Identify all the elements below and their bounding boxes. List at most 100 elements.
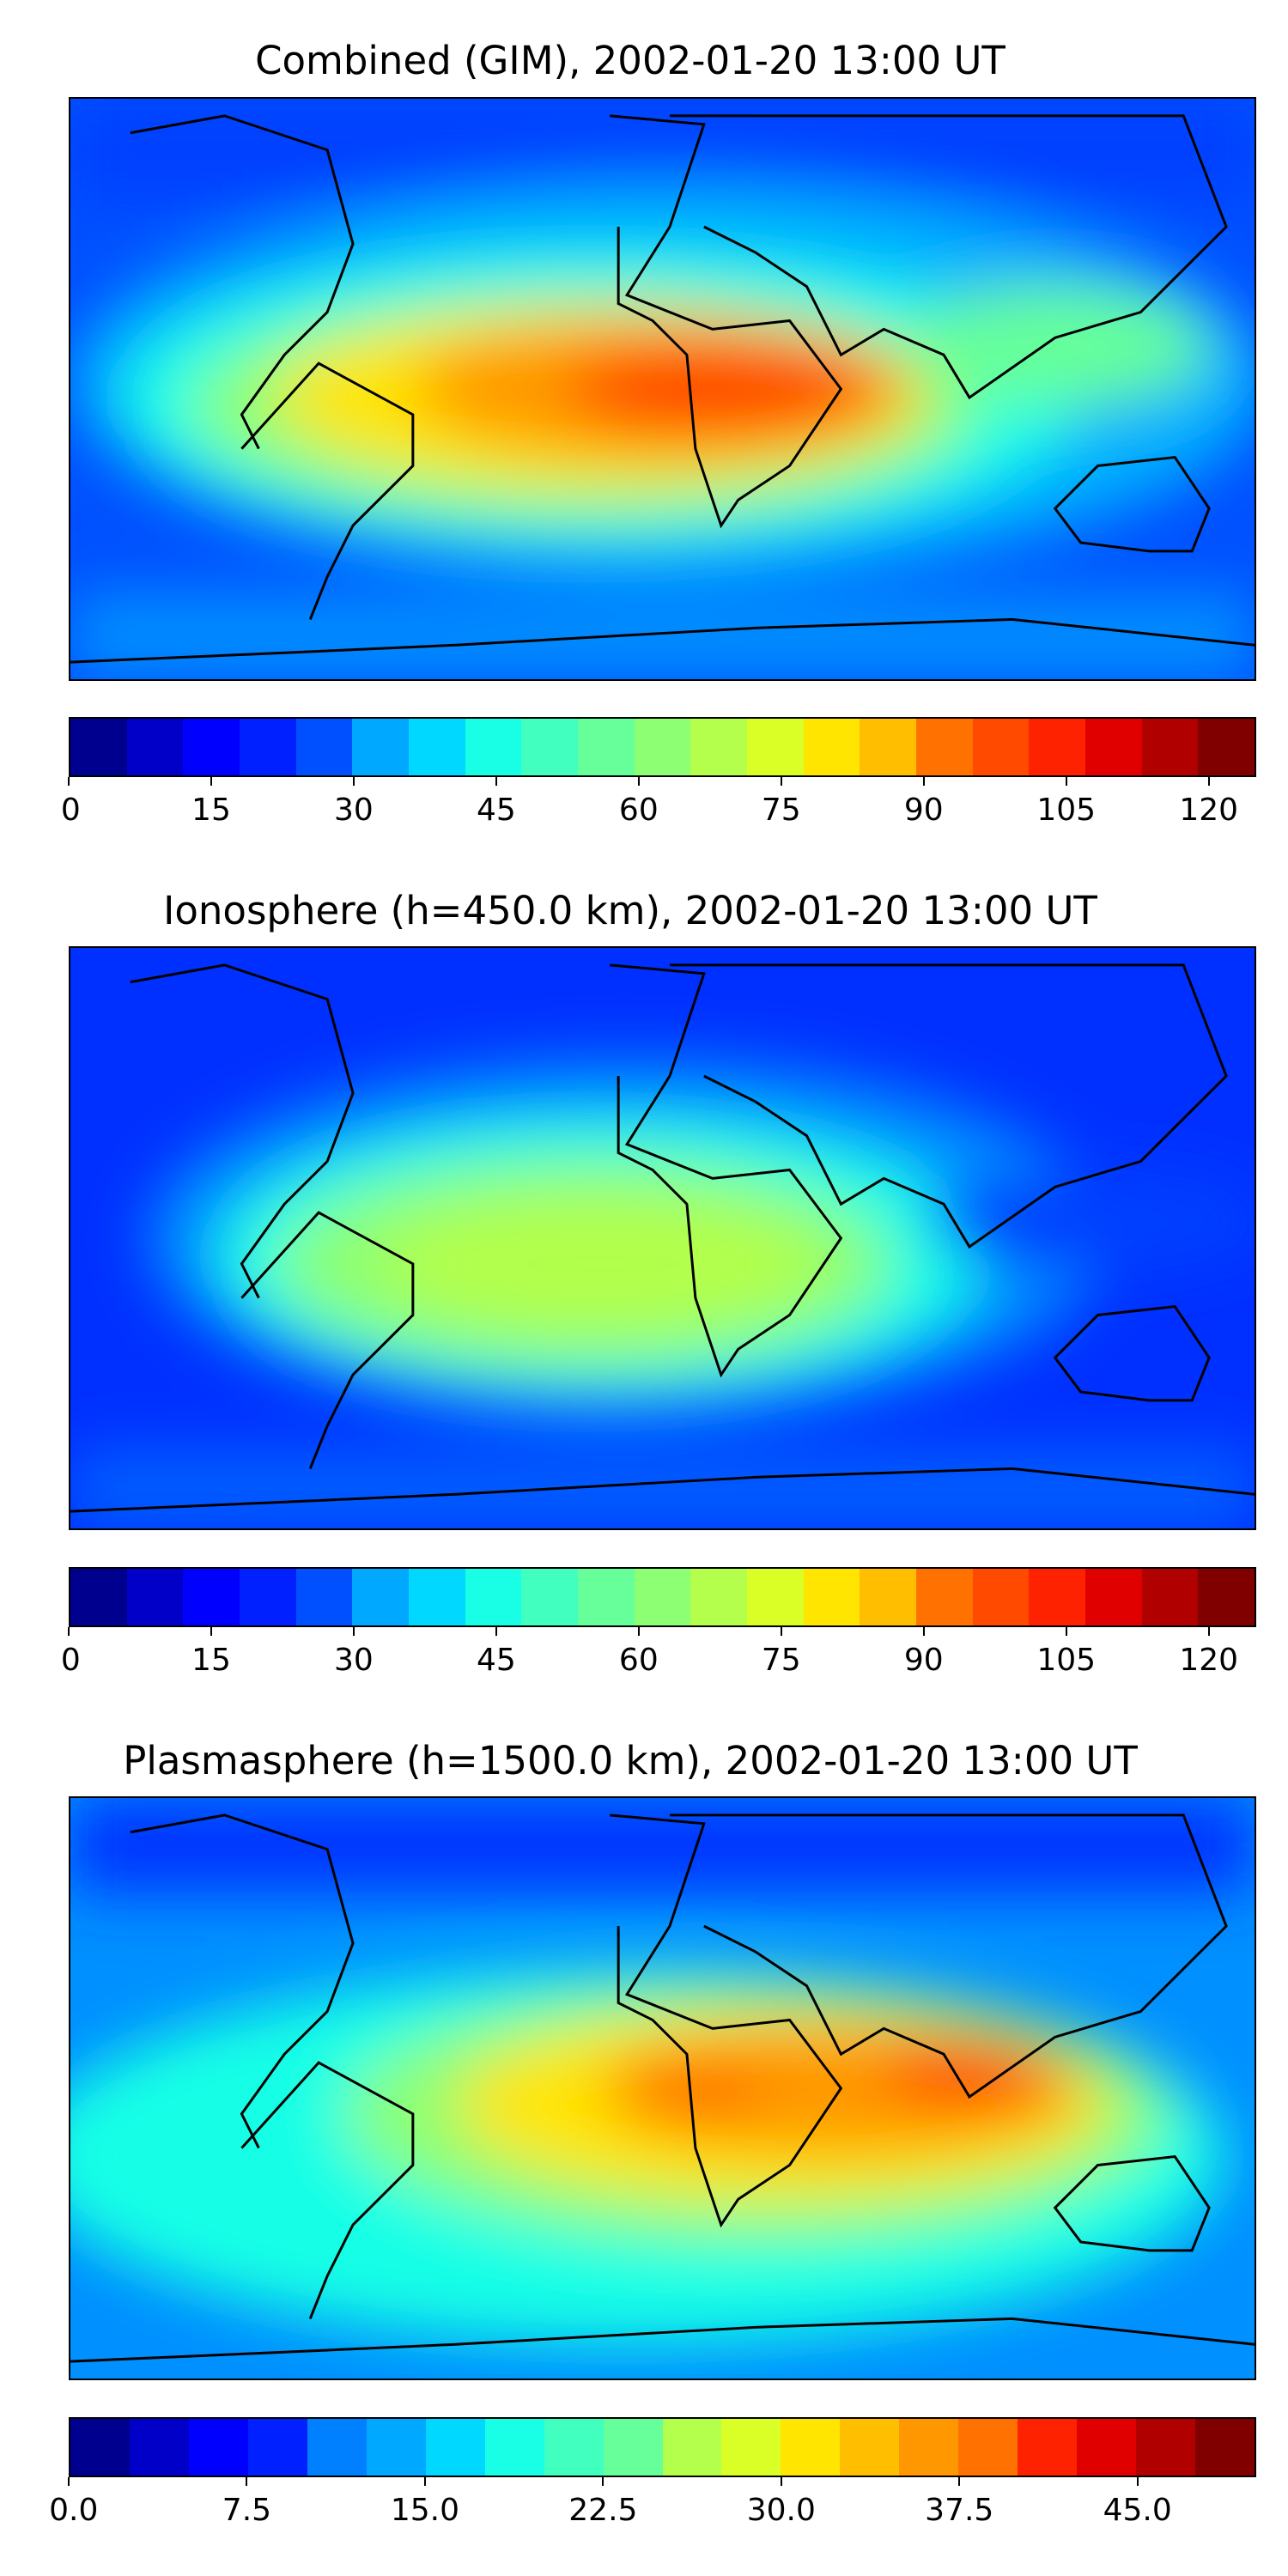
colorbar-segment bbox=[126, 719, 184, 775]
colorbar-tick bbox=[780, 1627, 782, 1636]
colorbar-segment bbox=[972, 719, 1030, 775]
coastlines bbox=[70, 963, 1255, 1513]
colorbar-segment bbox=[1085, 1569, 1142, 1625]
colorbar-tick bbox=[1065, 777, 1067, 786]
colorbar-segment bbox=[70, 1569, 127, 1625]
colorbar-segment bbox=[307, 2419, 367, 2476]
colorbar-tick bbox=[352, 1627, 355, 1636]
colorbar-segment bbox=[240, 1569, 296, 1625]
colorbar-segment bbox=[129, 2419, 189, 2476]
colorbar-combined bbox=[69, 717, 1256, 777]
colorbar-segment bbox=[958, 2419, 1018, 2476]
colorbar-tick bbox=[495, 777, 497, 786]
colorbar-segment bbox=[70, 719, 127, 775]
colorbar-tick-label: 22.5 bbox=[568, 2493, 638, 2528]
colorbar-tick-label: 0.0 bbox=[49, 2493, 99, 2528]
colorbar-ionosphere bbox=[69, 1567, 1256, 1627]
colorbar-segment bbox=[916, 719, 973, 775]
colorbar-segment bbox=[183, 1569, 240, 1625]
colorbar-ticks-plasmasphere: 0.0 7.5 15.0 22.5 30.0 37.5 45.0 bbox=[49, 2477, 1256, 2529]
colorbar-tick bbox=[1065, 1627, 1067, 1636]
colorbar-segment bbox=[521, 1569, 579, 1625]
colorbar-segment bbox=[465, 719, 522, 775]
colorbar-tick-label: 60 bbox=[618, 1643, 659, 1678]
colorbar-segment bbox=[247, 2419, 307, 2476]
colorbar-tick bbox=[637, 1627, 640, 1636]
colorbar-ticks-combined: 0 15 30 45 60 75 90 105 120 bbox=[61, 777, 1256, 829]
colorbar-tick-label: 15 bbox=[191, 793, 231, 828]
colorbar-tick bbox=[637, 777, 640, 786]
colorbar-tick bbox=[68, 1627, 70, 1636]
colorbar-tick bbox=[210, 1627, 212, 1636]
colorbar-tick bbox=[780, 777, 782, 786]
colorbar-segment bbox=[409, 1569, 465, 1625]
colorbar-segment bbox=[747, 719, 804, 775]
colorbar-segment bbox=[747, 1569, 804, 1625]
colorbar-ticks-ionosphere: 0 15 30 45 60 75 90 105 120 bbox=[61, 1627, 1256, 1679]
colorbar-tick bbox=[1207, 777, 1210, 786]
colorbar-segment bbox=[1141, 719, 1199, 775]
colorbar-segment bbox=[603, 2419, 663, 2476]
colorbar-segment bbox=[1085, 719, 1142, 775]
colorbar-tick-label: 37.5 bbox=[925, 2493, 994, 2528]
colorbar-tick bbox=[68, 2477, 70, 2486]
colorbar-tick-label: 15 bbox=[191, 1643, 231, 1678]
colorbar-segment bbox=[803, 1569, 860, 1625]
colorbar-tick-label: 45.0 bbox=[1103, 2493, 1172, 2528]
colorbar-tick bbox=[68, 777, 70, 786]
colorbar-segment bbox=[1077, 2419, 1137, 2476]
colorbar-tick-label: 90 bbox=[903, 1643, 944, 1678]
tec-map-plasmasphere bbox=[70, 1798, 1255, 2379]
colorbar-tick-label: 7.5 bbox=[222, 2493, 272, 2528]
colorbar-segment bbox=[183, 719, 240, 775]
colorbar-segment bbox=[781, 2419, 841, 2476]
colorbar-segment bbox=[578, 1569, 635, 1625]
colorbar-segment bbox=[578, 719, 635, 775]
colorbar-segment bbox=[295, 1569, 353, 1625]
coastlines bbox=[70, 114, 1255, 664]
colorbar-segment bbox=[721, 2419, 781, 2476]
colorbar-segment bbox=[352, 1569, 410, 1625]
colorbar-tick bbox=[1136, 2477, 1139, 2486]
colorbar-segment bbox=[1029, 719, 1086, 775]
colorbar-segment bbox=[1018, 2419, 1078, 2476]
tec-field bbox=[70, 1059, 1255, 1528]
colorbar-tick bbox=[210, 777, 212, 786]
colorbar-segment bbox=[352, 719, 410, 775]
coastlines bbox=[70, 1814, 1255, 2363]
colorbar-segment bbox=[484, 2419, 544, 2476]
panel-title-ionosphere: Ionosphere (h=450.0 km), 2002-01-20 13:0… bbox=[163, 888, 1097, 933]
colorbar-segment bbox=[1198, 1569, 1255, 1625]
colorbar-tick bbox=[602, 2477, 605, 2486]
colorbar-segment bbox=[860, 719, 917, 775]
colorbar-segment bbox=[634, 1569, 691, 1625]
colorbar-tick-label: 105 bbox=[1036, 1643, 1097, 1678]
colorbar-tick bbox=[1207, 1627, 1210, 1636]
colorbar-segment bbox=[70, 2419, 130, 2476]
colorbar-tick-label: 120 bbox=[1179, 793, 1239, 828]
colorbar-tick-label: 0 bbox=[60, 793, 81, 828]
colorbar-tick bbox=[246, 2477, 248, 2486]
colorbar-segment bbox=[803, 719, 860, 775]
colorbar-segment bbox=[840, 2419, 900, 2476]
panel-title-plasmasphere: Plasmasphere (h=1500.0 km), 2002-01-20 1… bbox=[123, 1738, 1138, 1783]
colorbar-tick bbox=[922, 1627, 925, 1636]
colorbar-tick-label: 75 bbox=[761, 1643, 801, 1678]
colorbar-segment bbox=[899, 2419, 959, 2476]
colorbar-tick-label: 30 bbox=[334, 793, 374, 828]
map-combined bbox=[69, 97, 1256, 681]
colorbar-segment bbox=[1029, 1569, 1086, 1625]
colorbar-segment bbox=[662, 2419, 722, 2476]
colorbar-tick-label: 45 bbox=[476, 793, 516, 828]
colorbar-segment bbox=[126, 1569, 184, 1625]
colorbar-tick bbox=[958, 2477, 961, 2486]
tec-map-combined bbox=[70, 99, 1255, 679]
colorbar-tick-label: 30.0 bbox=[746, 2493, 816, 2528]
colorbar-tick bbox=[495, 1627, 497, 1636]
colorbar-segment bbox=[1195, 2419, 1255, 2476]
colorbar-plasmasphere bbox=[69, 2417, 1256, 2477]
colorbar-segment bbox=[366, 2419, 426, 2476]
colorbar-segment bbox=[188, 2419, 248, 2476]
colorbar-segment bbox=[972, 1569, 1030, 1625]
colorbar-tick-label: 75 bbox=[761, 793, 801, 828]
